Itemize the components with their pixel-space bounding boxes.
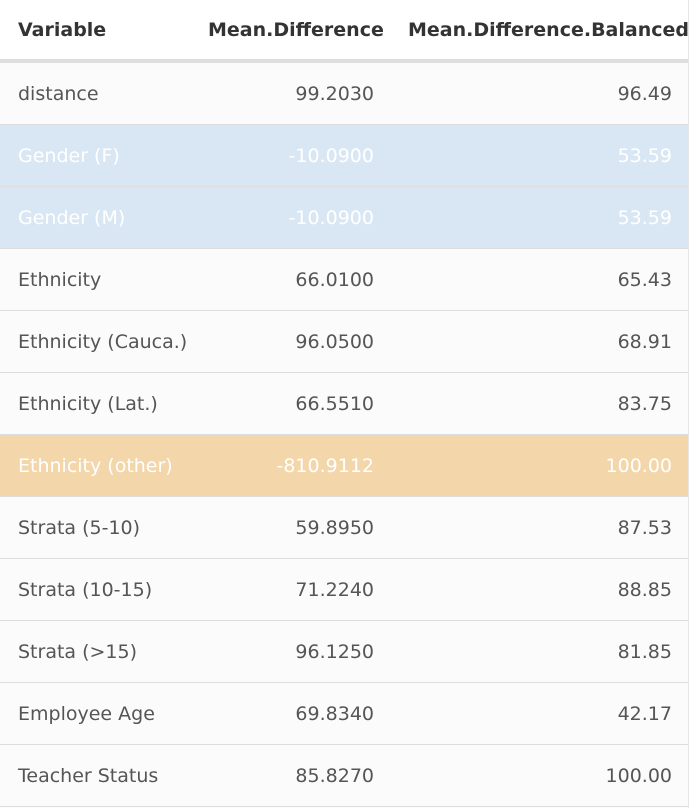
table-row: distance 99.2030 96.49 xyxy=(0,61,688,125)
column-header-mean-difference[interactable]: Mean.Difference xyxy=(190,0,390,63)
header-row: Variable Mean.Difference Mean.Difference… xyxy=(0,0,689,63)
mean-difference-balanced-cell: 88.85 xyxy=(390,558,688,621)
table-row: Gender (F) -10.0900 53.59 xyxy=(0,124,688,187)
variable-cell: distance xyxy=(0,61,190,125)
mean-difference-cell: 66.5510 xyxy=(190,372,390,435)
mean-difference-cell: 96.0500 xyxy=(190,310,390,373)
table-row: Strata (5-10) 59.8950 87.53 xyxy=(0,496,688,559)
table-row: Teacher Status 85.8270 100.00 xyxy=(0,744,688,807)
mean-difference-balanced-cell: 100.00 xyxy=(390,434,688,497)
mean-difference-balanced-cell: 83.75 xyxy=(390,372,688,435)
mean-difference-balanced-cell: 42.17 xyxy=(390,682,688,745)
mean-difference-cell: -810.9112 xyxy=(190,434,390,497)
table-header: Variable Mean.Difference Mean.Difference… xyxy=(0,0,689,63)
variable-cell: Strata (5-10) xyxy=(0,496,190,559)
variable-cell: Ethnicity (other) xyxy=(0,434,190,497)
mean-difference-balanced-cell: 87.53 xyxy=(390,496,688,559)
variable-cell: Gender (M) xyxy=(0,186,190,249)
variable-cell: Teacher Status xyxy=(0,744,190,807)
table-row: Ethnicity (other) -810.9112 100.00 xyxy=(0,434,688,497)
column-header-mean-difference-balanced[interactable]: Mean.Difference.Balanced xyxy=(390,0,689,63)
table-row: Strata (>15) 96.1250 81.85 xyxy=(0,620,688,683)
mean-difference-balanced-cell: 53.59 xyxy=(390,186,688,249)
mean-difference-cell: 85.8270 xyxy=(190,744,390,807)
table-row: Gender (M) -10.0900 53.59 xyxy=(0,186,688,249)
mean-difference-balanced-cell: 81.85 xyxy=(390,620,688,683)
variable-cell: Employee Age xyxy=(0,682,190,745)
mean-difference-cell: 66.0100 xyxy=(190,248,390,311)
mean-difference-cell: 59.8950 xyxy=(190,496,390,559)
variable-cell: Ethnicity xyxy=(0,248,190,311)
mean-difference-cell: 96.1250 xyxy=(190,620,390,683)
table-row: Ethnicity (Lat.) 66.5510 83.75 xyxy=(0,372,688,435)
mean-difference-balanced-cell: 100.00 xyxy=(390,744,688,807)
column-header-variable[interactable]: Variable xyxy=(0,0,190,63)
variable-cell: Gender (F) xyxy=(0,124,190,187)
table-row: Ethnicity 66.0100 65.43 xyxy=(0,248,688,311)
mean-difference-cell: 71.2240 xyxy=(190,558,390,621)
mean-difference-balanced-cell: 53.59 xyxy=(390,124,688,187)
mean-difference-balanced-cell: 65.43 xyxy=(390,248,688,311)
mean-difference-cell: 99.2030 xyxy=(190,61,390,125)
variable-cell: Strata (>15) xyxy=(0,620,190,683)
table-row: Ethnicity (Cauca.) 96.0500 68.91 xyxy=(0,310,688,373)
mean-difference-cell: -10.0900 xyxy=(190,124,390,187)
table-body: distance 99.2030 96.49 Gender (F) -10.09… xyxy=(0,61,688,807)
table-row: Strata (10-15) 71.2240 88.85 xyxy=(0,558,688,621)
table-row: Employee Age 69.8340 42.17 xyxy=(0,682,688,745)
mean-difference-cell: 69.8340 xyxy=(190,682,390,745)
variable-cell: Ethnicity (Cauca.) xyxy=(0,310,190,373)
mean-difference-cell: -10.0900 xyxy=(190,186,390,249)
mean-difference-balanced-cell: 68.91 xyxy=(390,310,688,373)
variable-cell: Strata (10-15) xyxy=(0,558,190,621)
mean-difference-balanced-cell: 96.49 xyxy=(390,61,688,125)
variable-cell: Ethnicity (Lat.) xyxy=(0,372,190,435)
